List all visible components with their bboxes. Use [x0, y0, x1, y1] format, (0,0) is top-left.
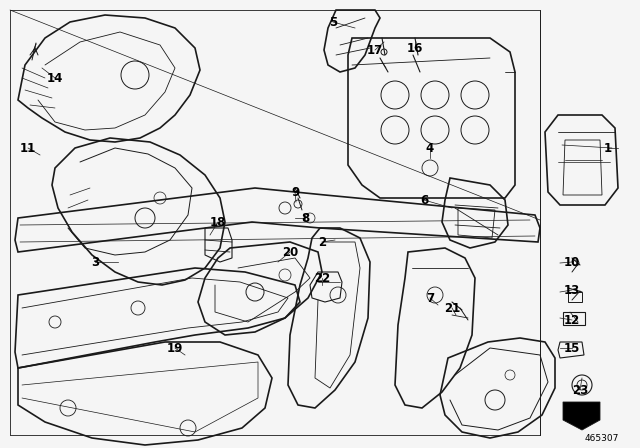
Text: 17: 17 — [367, 43, 383, 56]
Text: 15: 15 — [564, 341, 580, 354]
Text: 2: 2 — [318, 236, 326, 249]
Text: 16: 16 — [407, 42, 423, 55]
Text: 9: 9 — [291, 185, 299, 198]
Text: 19: 19 — [167, 341, 183, 354]
Text: 18: 18 — [210, 215, 226, 228]
Text: 12: 12 — [564, 314, 580, 327]
Text: 8: 8 — [301, 211, 309, 224]
Text: 465307: 465307 — [585, 434, 619, 443]
Text: 20: 20 — [282, 246, 298, 258]
Text: 10: 10 — [564, 255, 580, 268]
Text: 4: 4 — [426, 142, 434, 155]
Text: 23: 23 — [572, 383, 588, 396]
Text: 5: 5 — [329, 16, 337, 29]
Text: 14: 14 — [47, 72, 63, 85]
Text: 6: 6 — [420, 194, 428, 207]
Text: 1: 1 — [604, 142, 612, 155]
Polygon shape — [563, 402, 600, 430]
Text: 22: 22 — [314, 271, 330, 284]
Text: 3: 3 — [91, 255, 99, 268]
Text: 21: 21 — [444, 302, 460, 314]
Text: 11: 11 — [20, 142, 36, 155]
Text: 7: 7 — [426, 292, 434, 305]
Text: 13: 13 — [564, 284, 580, 297]
